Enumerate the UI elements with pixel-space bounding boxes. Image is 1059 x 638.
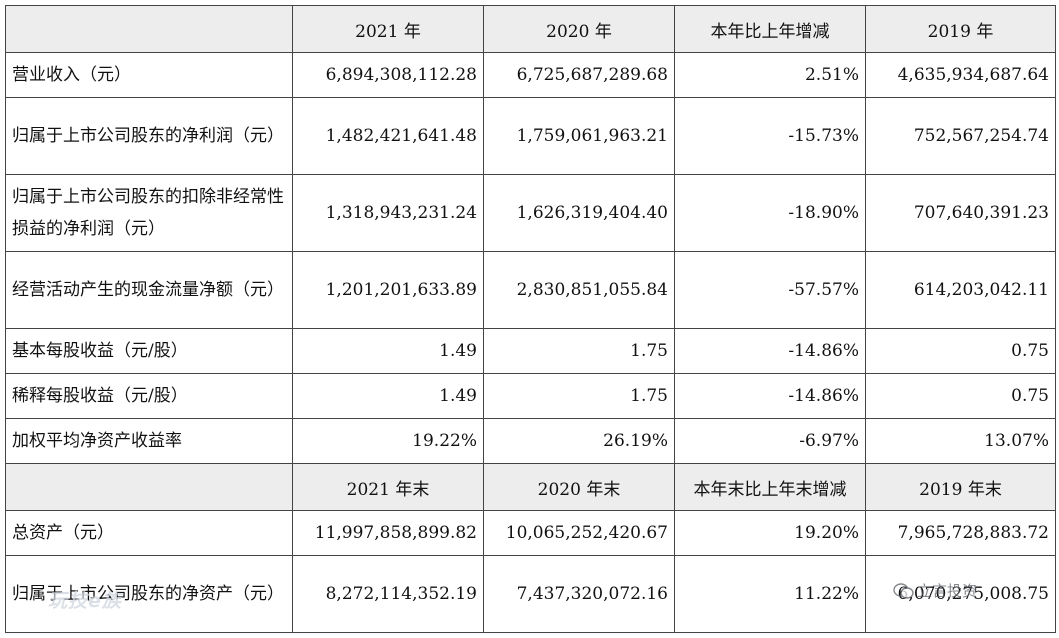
value-2019: 707,640,391.23 xyxy=(865,174,1056,252)
value-change: -14.86% xyxy=(674,373,866,419)
value-change: 19.20% xyxy=(674,510,866,556)
value-change: -15.73% xyxy=(674,97,866,175)
table-row: 归属于上市公司股东的净利润（元） 1,482,421,641.48 1,759,… xyxy=(5,97,1056,175)
value-2019: 614,203,042.11 xyxy=(865,251,1056,329)
table-row: 稀释每股收益（元/股） 1.49 1.75 -14.86% 0.75 xyxy=(5,373,1056,419)
value-2021: 1,201,201,633.89 xyxy=(292,251,484,329)
row-label: 稀释每股收益（元/股） xyxy=(5,373,293,419)
row-label: 归属于上市公司股东的净资产（元） xyxy=(5,555,293,633)
table-row: 总资产（元） 11,997,858,899.82 10,065,252,420.… xyxy=(5,510,1056,556)
value-2021: 8,272,114,352.19 xyxy=(292,555,484,633)
value-2020: 26.19% xyxy=(483,418,675,464)
watermark-left: 玩技e族 xyxy=(48,590,122,612)
header-change: 本年比上年增减 xyxy=(674,5,866,53)
value-2020: 7,437,320,072.16 xyxy=(483,555,675,633)
row-label: 归属于上市公司股东的扣除非经常性损益的净利润（元） xyxy=(5,174,293,252)
value-change: 11.22% xyxy=(674,555,866,633)
header-2019: 2019 年 xyxy=(865,5,1056,53)
table-row: 基本每股收益（元/股） 1.49 1.75 -14.86% 0.75 xyxy=(5,328,1056,374)
wechat-icon xyxy=(893,582,915,600)
value-change: -57.57% xyxy=(674,251,866,329)
value-2020: 1.75 xyxy=(483,373,675,419)
value-change: 2.51% xyxy=(674,52,866,98)
value-2019: 4,635,934,687.64 xyxy=(865,52,1056,98)
value-2019: 752,567,254.74 xyxy=(865,97,1056,175)
subheader-blank-cell xyxy=(5,463,293,511)
value-2021: 1,318,943,231.24 xyxy=(292,174,484,252)
table-header-row: 2021 年 2020 年 本年比上年增减 2019 年 xyxy=(5,5,1056,53)
value-2021: 1.49 xyxy=(292,373,484,419)
value-2019: 13.07% xyxy=(865,418,1056,464)
subheader-2020-end: 2020 年末 xyxy=(483,463,675,511)
value-2020: 1.75 xyxy=(483,328,675,374)
subheader-2019-end: 2019 年末 xyxy=(865,463,1056,511)
row-label: 总资产（元） xyxy=(5,510,293,556)
value-change: -18.90% xyxy=(674,174,866,252)
value-change: -6.97% xyxy=(674,418,866,464)
value-2020: 1,759,061,963.21 xyxy=(483,97,675,175)
value-2021: 1.49 xyxy=(292,328,484,374)
row-label: 经营活动产生的现金流量净额（元） xyxy=(5,251,293,329)
value-2021: 1,482,421,641.48 xyxy=(292,97,484,175)
watermark-right: 立言投资 xyxy=(893,580,977,601)
value-2020: 2,830,851,055.84 xyxy=(483,251,675,329)
header-2021: 2021 年 xyxy=(292,5,484,53)
value-2021: 6,894,308,112.28 xyxy=(292,52,484,98)
value-2020: 10,065,252,420.67 xyxy=(483,510,675,556)
value-2020: 1,626,319,404.40 xyxy=(483,174,675,252)
row-label: 归属于上市公司股东的净利润（元） xyxy=(5,97,293,175)
subheader-2021-end: 2021 年末 xyxy=(292,463,484,511)
value-2019: 6,070,275,008.75 xyxy=(865,555,1056,633)
row-label: 加权平均净资产收益率 xyxy=(5,418,293,464)
row-label: 营业收入（元） xyxy=(5,52,293,98)
table-row: 归属于上市公司股东的净资产（元） 8,272,114,352.19 7,437,… xyxy=(5,555,1056,633)
watermark-right-text: 立言投资 xyxy=(917,582,978,600)
table-row: 归属于上市公司股东的扣除非经常性损益的净利润（元） 1,318,943,231.… xyxy=(5,174,1056,252)
table-subheader-row: 2021 年末 2020 年末 本年末比上年末增减 2019 年末 xyxy=(5,463,1056,511)
value-2019: 0.75 xyxy=(865,328,1056,374)
value-2021: 11,997,858,899.82 xyxy=(292,510,484,556)
value-2019: 0.75 xyxy=(865,373,1056,419)
table-row: 加权平均净资产收益率 19.22% 26.19% -6.97% 13.07% xyxy=(5,418,1056,464)
value-2020: 6,725,687,289.68 xyxy=(483,52,675,98)
value-2021: 19.22% xyxy=(292,418,484,464)
value-change: -14.86% xyxy=(674,328,866,374)
header-2020: 2020 年 xyxy=(483,5,675,53)
header-blank-cell xyxy=(5,5,293,53)
row-label: 基本每股收益（元/股） xyxy=(5,328,293,374)
table-row: 经营活动产生的现金流量净额（元） 1,201,201,633.89 2,830,… xyxy=(5,251,1056,329)
value-2019: 7,965,728,883.72 xyxy=(865,510,1056,556)
subheader-change: 本年末比上年末增减 xyxy=(674,463,866,511)
financial-summary-table: 2021 年 2020 年 本年比上年增减 2019 年 营业收入（元） 6,8… xyxy=(5,5,1056,633)
table-row: 营业收入（元） 6,894,308,112.28 6,725,687,289.6… xyxy=(5,52,1056,98)
